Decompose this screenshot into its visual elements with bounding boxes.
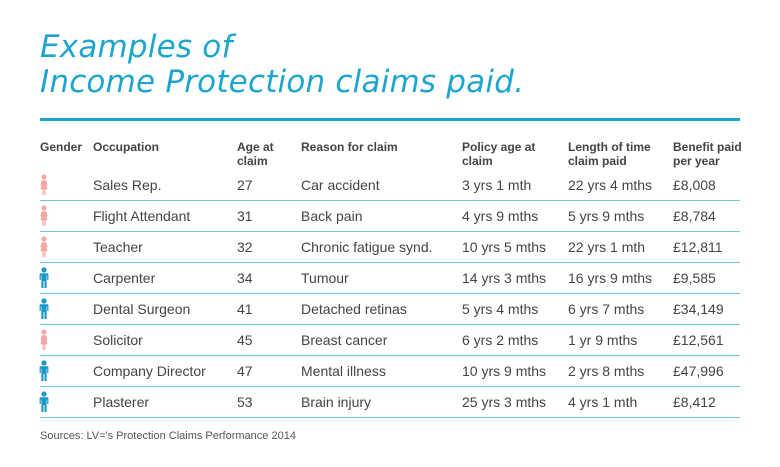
cell-occupation: Plasterer [93,394,150,410]
cell-age: 47 [237,363,253,379]
cell-reason: Car accident [301,177,380,193]
cell-age: 27 [237,177,253,193]
claims-table: Gender Occupation Age at claim Reason fo… [39,136,742,418]
page-title: Examples of Income Protection claims pai… [40,30,524,100]
cell-policy-age: 6 yrs 2 mths [462,332,539,348]
header-gender: Gender [40,140,83,154]
cell-policy-age: 10 yrs 9 mths [462,363,547,379]
cell-reason: Brain injury [301,394,372,410]
table-row: Solicitor 45 Breast cancer 6 yrs 2 mths … [40,325,740,356]
cell-occupation: Dental Surgeon [93,301,191,317]
cell-reason: Mental illness [301,363,386,379]
cell-policy-age: 3 yrs 1 mth [462,177,532,193]
cell-length: 16 yrs 9 mths [568,270,653,286]
cell-benefit: £34,149 [673,301,724,317]
table-body: Sales Rep. 27 Car accident 3 yrs 1 mth 2… [39,170,740,418]
cell-reason: Back pain [301,208,363,224]
header-benefit: Benefit paid per year [673,140,742,168]
header-length: Length of time claim paid [568,140,651,168]
cell-benefit: £12,561 [673,332,724,348]
cell-policy-age: 14 yrs 3 mths [462,270,547,286]
cell-occupation: Flight Attendant [93,208,191,224]
cell-reason: Detached retinas [301,301,407,317]
cell-reason: Chronic fatigue synd. [301,239,433,255]
cell-age: 53 [237,394,253,410]
cell-benefit: £12,811 [673,239,723,255]
cell-policy-age: 10 yrs 5 mths [462,239,547,255]
cell-benefit: £47,996 [673,363,724,379]
header-reason: Reason for claim [301,140,398,154]
cell-benefit: £9,585 [673,270,716,286]
cell-length: 5 yrs 9 mths [568,208,645,224]
title-divider [40,118,740,121]
cell-length: 1 yr 9 mths [568,332,638,348]
table-row: Dental Surgeon 41 Detached retinas 5 yrs… [39,294,740,325]
cell-policy-age: 5 yrs 4 mths [462,301,539,317]
cell-age: 45 [237,332,253,348]
cell-reason: Breast cancer [301,332,388,348]
cell-benefit: £8,008 [673,177,716,193]
cell-age: 34 [237,270,253,286]
cell-age: 31 [237,208,253,224]
table-row: Teacher 32 Chronic fatigue synd. 10 yrs … [40,232,740,263]
title-line-1: Examples of [40,29,233,65]
title-line-2: Income Protection claims paid. [40,64,525,100]
header-age: Age at claim [237,140,274,168]
header-occupation: Occupation [93,140,160,154]
cell-age: 41 [237,301,253,317]
table-row: Carpenter 34 Tumour 14 yrs 3 mths 16 yrs… [39,263,740,294]
cell-length: 4 yrs 1 mth [568,394,638,410]
cell-occupation: Solicitor [93,332,143,348]
cell-length: 6 yrs 7 mths [568,301,645,317]
table-row: Sales Rep. 27 Car accident 3 yrs 1 mth 2… [40,170,740,201]
cell-occupation: Company Director [93,363,206,379]
table-row: Flight Attendant 31 Back pain 4 yrs 9 mt… [40,201,740,232]
cell-length: 22 yrs 4 mths [568,177,653,193]
source-note: Sources: LV='s Protection Claims Perform… [40,430,296,442]
cell-policy-age: 4 yrs 9 mths [462,208,539,224]
table-row: Plasterer 53 Brain injury 25 yrs 3 mths … [39,387,740,418]
header-policy-age: Policy age at claim [462,140,536,168]
cell-occupation: Teacher [93,239,143,255]
table-row: Company Director 47 Mental illness 10 yr… [39,356,740,387]
cell-benefit: £8,412 [673,394,716,410]
cell-benefit: £8,784 [673,208,716,224]
cell-age: 32 [237,239,253,255]
table-header: Gender Occupation Age at claim Reason fo… [40,136,742,170]
cell-policy-age: 25 yrs 3 mths [462,394,547,410]
cell-occupation: Sales Rep. [93,177,162,193]
cell-reason: Tumour [301,270,349,286]
cell-occupation: Carpenter [93,270,156,286]
cell-length: 2 yrs 8 mths [568,363,645,379]
cell-length: 22 yrs 1 mth [568,239,646,255]
